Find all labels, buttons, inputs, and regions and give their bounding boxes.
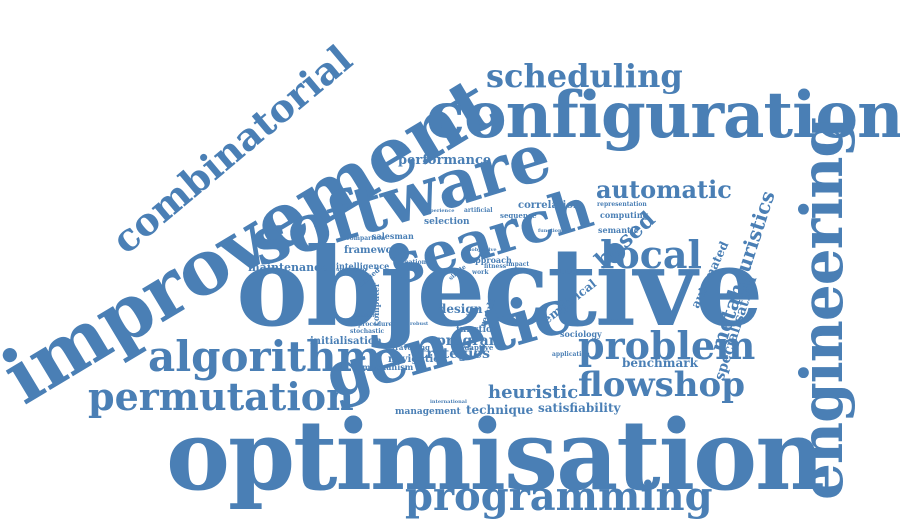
word-biobjective: biobjective <box>466 247 497 253</box>
word-computer: computer <box>371 282 381 326</box>
word-local: local <box>600 232 702 277</box>
word-technique: technique <box>466 403 534 417</box>
word-performance: performance <box>398 153 492 168</box>
word-experience: experience <box>424 208 455 214</box>
word-intelligence: intelligence <box>336 261 390 271</box>
word-satisfiability: satisfiability <box>538 401 621 415</box>
word-representation: representation <box>597 201 647 208</box>
word-program: program <box>436 333 504 349</box>
word-impact: impact <box>506 261 530 268</box>
word-semantic: semantic <box>598 225 639 235</box>
word-statistic: statistic <box>355 313 378 319</box>
word-approach: approach <box>470 255 512 265</box>
word-configuration: configuration <box>426 78 900 153</box>
word-work: work <box>472 269 489 276</box>
word-travelling: travelling <box>392 343 430 352</box>
word-algorithm: algorithm <box>148 332 382 381</box>
word-engineering: engineering <box>788 118 856 500</box>
word-initialisation: initialisation <box>310 336 382 347</box>
word-management: management <box>395 407 461 417</box>
word-fitness: fitness <box>484 263 507 270</box>
word-parameter: parameter <box>598 317 634 324</box>
word-mechanism: mechanism <box>362 362 414 372</box>
word-computing: computing <box>600 210 649 220</box>
word-underlying: underlying <box>336 267 367 273</box>
word-automatic: automatic <box>596 175 732 204</box>
word-international: international <box>430 399 467 405</box>
word-objective: objective <box>236 225 763 351</box>
word-salesman: salesman <box>372 231 414 241</box>
word-selection: selection <box>424 217 470 227</box>
word-adaptive: adaptive <box>460 343 494 352</box>
word-comparison: comparison <box>346 235 386 242</box>
word-application: application <box>552 351 590 358</box>
word-artificial: artificial <box>464 207 493 214</box>
word-benchmark: benchmark <box>622 356 698 370</box>
word-creation: creation <box>398 259 426 266</box>
word-heuristic: heuristic <box>488 382 579 403</box>
word-navigation: navigation <box>388 354 448 365</box>
word-functional: functional <box>538 228 567 234</box>
word-maintenance: maintenance <box>248 261 328 274</box>
word-strategies: strategies <box>412 346 491 362</box>
word-programming: programming <box>405 473 713 520</box>
word-function: function <box>456 325 499 335</box>
word-design: design <box>438 302 483 316</box>
word-robust: robust <box>410 321 429 327</box>
word-correlation: correlation <box>518 200 581 211</box>
word-stochastic: stochastic <box>350 328 385 335</box>
word-flowshop: flowshop <box>578 365 745 405</box>
word-procedure: procedure <box>358 321 393 328</box>
word-solution: solution <box>550 267 583 276</box>
word-sociology: sociology <box>560 329 602 339</box>
word-framework: framework <box>344 245 405 256</box>
word-sequence: sequence <box>500 211 537 220</box>
word-scheduling: scheduling <box>486 57 683 95</box>
word-problem: problem <box>578 323 756 368</box>
word-permutation: permutation <box>88 374 354 419</box>
word-optimisation: optimisation <box>166 399 825 512</box>
